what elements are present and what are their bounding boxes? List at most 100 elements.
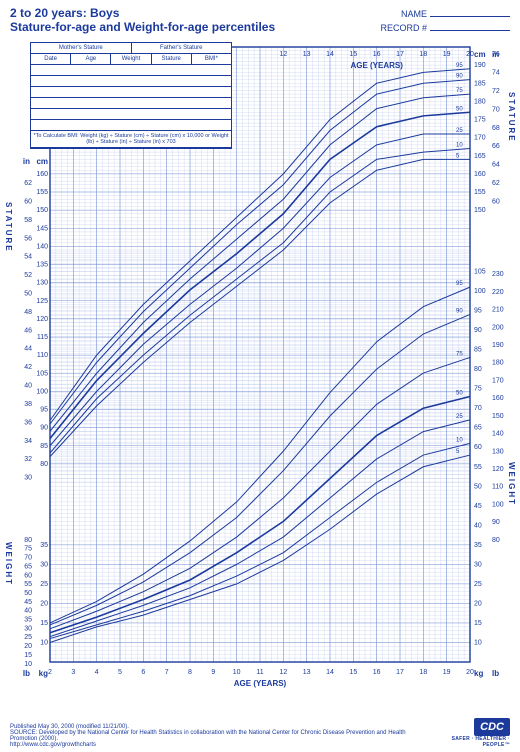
svg-text:220: 220 — [492, 289, 504, 296]
svg-text:190: 190 — [474, 62, 486, 69]
svg-text:75: 75 — [474, 386, 482, 393]
svg-text:in: in — [23, 157, 30, 166]
svg-text:62: 62 — [24, 180, 32, 187]
footer-text: Published May 30, 2000 (modified 11/21/0… — [10, 724, 428, 748]
svg-text:lb: lb — [492, 669, 499, 678]
svg-text:72: 72 — [492, 88, 500, 95]
svg-text:85: 85 — [40, 443, 48, 450]
svg-text:34: 34 — [24, 438, 32, 445]
svg-text:160: 160 — [36, 171, 48, 178]
svg-text:13: 13 — [303, 51, 311, 58]
col-header: Date — [31, 54, 71, 64]
weight-side-label-right: WEIGHT — [507, 462, 516, 506]
svg-text:2: 2 — [48, 669, 52, 676]
svg-text:135: 135 — [36, 262, 48, 269]
svg-text:3: 3 — [71, 669, 75, 676]
svg-text:95: 95 — [40, 407, 48, 414]
svg-text:60: 60 — [24, 572, 32, 579]
svg-text:66: 66 — [492, 143, 500, 150]
svg-text:75: 75 — [456, 88, 463, 94]
svg-text:35: 35 — [40, 542, 48, 549]
svg-text:50: 50 — [474, 483, 482, 490]
svg-text:60: 60 — [492, 198, 500, 205]
svg-text:38: 38 — [24, 401, 32, 408]
svg-text:90: 90 — [492, 519, 500, 526]
svg-text:42: 42 — [24, 364, 32, 371]
svg-text:25: 25 — [24, 634, 32, 641]
col-header: Stature — [152, 54, 192, 64]
svg-text:120: 120 — [492, 466, 504, 473]
svg-text:60: 60 — [24, 198, 32, 205]
svg-text:105: 105 — [474, 269, 486, 276]
svg-text:cm: cm — [36, 157, 48, 166]
svg-text:80: 80 — [492, 537, 500, 544]
svg-text:200: 200 — [492, 324, 504, 331]
svg-text:30: 30 — [24, 625, 32, 632]
svg-text:80: 80 — [24, 537, 32, 544]
weight-side-label-left: WEIGHT — [4, 542, 13, 586]
svg-text:105: 105 — [36, 370, 48, 377]
svg-text:15: 15 — [349, 669, 357, 676]
svg-text:7: 7 — [165, 669, 169, 676]
svg-text:160: 160 — [492, 395, 504, 402]
svg-text:5: 5 — [118, 669, 122, 676]
svg-text:25: 25 — [456, 414, 463, 420]
data-row — [31, 87, 231, 98]
svg-text:55: 55 — [24, 581, 32, 588]
svg-text:30: 30 — [40, 561, 48, 568]
col-header: Age — [71, 54, 111, 64]
svg-text:35: 35 — [474, 542, 482, 549]
svg-text:155: 155 — [36, 189, 48, 196]
svg-text:190: 190 — [492, 342, 504, 349]
col-header: BMI* — [192, 54, 231, 64]
chart-area: Mother's Stature Father's Stature DateAg… — [10, 42, 510, 702]
svg-text:120: 120 — [36, 316, 48, 323]
svg-text:18: 18 — [419, 669, 427, 676]
title-line-2: Stature-for-age and Weight-for-age perce… — [10, 20, 275, 34]
svg-text:15: 15 — [40, 620, 48, 627]
svg-text:55: 55 — [474, 464, 482, 471]
svg-text:14: 14 — [326, 51, 334, 58]
header: 2 to 20 years: Boys NAME Stature-for-age… — [0, 0, 520, 36]
svg-text:155: 155 — [474, 189, 486, 196]
data-row — [31, 76, 231, 87]
stature-side-label-right: STATURE — [507, 92, 516, 143]
svg-text:25: 25 — [40, 581, 48, 588]
svg-text:48: 48 — [24, 309, 32, 316]
svg-text:5: 5 — [456, 449, 460, 455]
svg-text:50: 50 — [24, 590, 32, 597]
svg-text:50: 50 — [456, 390, 463, 396]
svg-text:12: 12 — [279, 51, 287, 58]
svg-text:40: 40 — [24, 383, 32, 390]
svg-text:130: 130 — [36, 280, 48, 287]
svg-text:90: 90 — [456, 74, 463, 80]
svg-text:110: 110 — [37, 352, 48, 359]
svg-text:75: 75 — [24, 546, 32, 553]
svg-text:150: 150 — [492, 413, 504, 420]
footer: Published May 30, 2000 (modified 11/21/0… — [10, 718, 510, 748]
svg-text:16: 16 — [373, 51, 381, 58]
stature-side-label-left: STATURE — [4, 202, 13, 253]
data-entry-box: Mother's Stature Father's Stature DateAg… — [30, 42, 232, 149]
svg-text:170: 170 — [492, 377, 504, 384]
svg-text:125: 125 — [36, 298, 48, 305]
svg-text:110: 110 — [492, 484, 503, 491]
mother-stature-label: Mother's Stature — [31, 43, 132, 53]
svg-text:8: 8 — [188, 669, 192, 676]
svg-text:64: 64 — [492, 162, 500, 169]
svg-text:140: 140 — [36, 243, 48, 250]
svg-text:10: 10 — [474, 639, 482, 646]
svg-text:90: 90 — [456, 308, 463, 314]
title-line-1: 2 to 20 years: Boys — [10, 6, 119, 20]
svg-text:cm: cm — [474, 50, 486, 59]
svg-text:20: 20 — [24, 643, 32, 650]
svg-text:4: 4 — [95, 669, 99, 676]
svg-text:165: 165 — [474, 153, 486, 160]
svg-text:17: 17 — [396, 51, 404, 58]
svg-text:80: 80 — [474, 366, 482, 373]
svg-text:46: 46 — [24, 327, 32, 334]
svg-text:175: 175 — [474, 117, 486, 124]
svg-text:115: 115 — [37, 334, 48, 341]
svg-text:20: 20 — [40, 600, 48, 607]
svg-text:50: 50 — [456, 106, 463, 112]
